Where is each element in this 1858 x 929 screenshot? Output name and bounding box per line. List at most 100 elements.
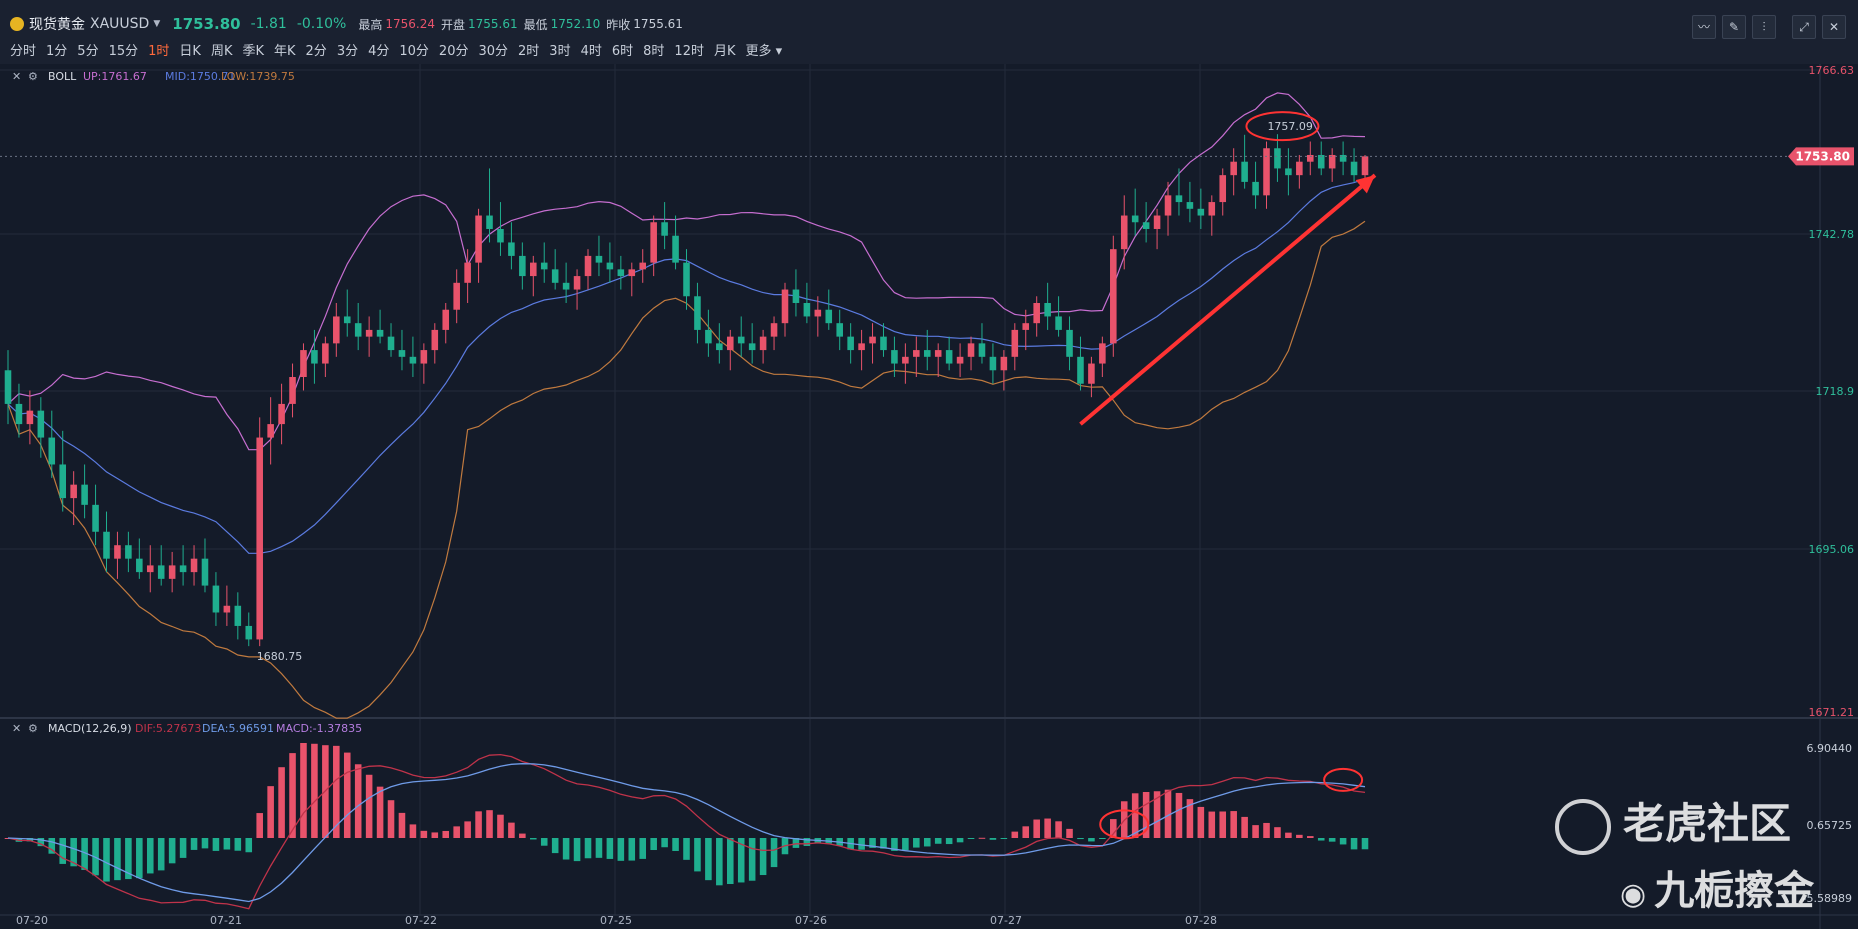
candle-14 <box>157 545 165 586</box>
candle-86 <box>945 336 953 371</box>
macd-bar-13 <box>146 838 154 874</box>
candle-body-17 <box>190 558 198 573</box>
candle-body-63 <box>694 296 701 330</box>
macd-bar-116 <box>1274 827 1281 838</box>
macd-bar-47 <box>519 833 526 838</box>
macd-bar-60 <box>661 838 668 848</box>
indicator-line-icon[interactable]: 〰 <box>1692 15 1716 39</box>
draw-pen-icon[interactable]: ✎ <box>1722 15 1746 39</box>
macd-bar-24 <box>267 786 274 838</box>
candle-body-96 <box>1055 316 1062 330</box>
candle-6 <box>70 471 77 526</box>
period-5[interactable]: 日K <box>179 44 201 59</box>
candle-103 <box>1131 188 1139 236</box>
candle-body-114 <box>1252 181 1259 196</box>
caret-down-icon[interactable]: ▼ <box>153 19 161 29</box>
macd-bar-58 <box>639 838 647 859</box>
macd-value: MACD:-1.37835 <box>276 722 362 735</box>
period-19[interactable]: 8时 <box>643 44 665 59</box>
period-18[interactable]: 6时 <box>611 44 634 59</box>
candle-13 <box>146 545 154 593</box>
candle-body-73 <box>803 302 811 317</box>
macd-bar-118 <box>1296 834 1303 838</box>
candle-55 <box>606 242 614 283</box>
uptrend-arrow-shaft <box>1079 173 1377 426</box>
candle-body-85 <box>934 350 942 357</box>
candle-72 <box>792 269 800 317</box>
last-price: 1753.80 <box>172 15 241 33</box>
candle-body-21 <box>234 605 242 626</box>
candle-type-icon[interactable]: ⫶ <box>1752 15 1776 39</box>
settings-icon[interactable]: ⚙ <box>28 70 38 83</box>
period-20[interactable]: 12时 <box>674 44 704 59</box>
axes: 1766.63 1742.78 1718.9 1695.06 1671.21 6.9044… <box>16 64 1854 927</box>
period-22[interactable]: 更多 ▾ <box>745 44 783 59</box>
period-3[interactable]: 15分 <box>108 44 139 59</box>
date-label-0: 07-20 <box>16 914 48 927</box>
candle-body-62 <box>683 262 690 297</box>
period-7[interactable]: 季K <box>242 44 264 59</box>
macd-bar-89 <box>978 837 986 839</box>
candle-61 <box>672 215 679 270</box>
candle-94 <box>1033 296 1040 337</box>
period-6[interactable]: 周K <box>210 44 233 59</box>
period-9[interactable]: 2分 <box>305 44 327 59</box>
candle-96 <box>1055 296 1062 337</box>
period-17[interactable]: 4时 <box>580 44 602 59</box>
close-macd-icon[interactable]: ✕ <box>12 722 21 735</box>
candle-26 <box>289 363 296 418</box>
macd-axis-label-1: 0.65725 <box>1807 819 1853 832</box>
candle-body-120 <box>1317 154 1325 169</box>
period-13[interactable]: 20分 <box>438 44 469 59</box>
candle-91 <box>1000 350 1008 391</box>
symbol-name[interactable]: 现货黄金 <box>29 17 85 33</box>
candle-16 <box>179 545 187 586</box>
period-21[interactable]: 月K <box>713 44 736 59</box>
candle-body-66 <box>726 336 734 351</box>
candle-body-71 <box>781 289 789 324</box>
candle-body-0 <box>4 370 12 404</box>
macd-settings-icon[interactable]: ⚙ <box>28 722 38 735</box>
period-16[interactable]: 3时 <box>549 44 571 59</box>
macd-bar-28 <box>311 743 318 838</box>
candle-119 <box>1306 141 1314 176</box>
candle-body-34 <box>376 329 384 337</box>
candle-body-111 <box>1219 175 1227 203</box>
macd-bar-73 <box>803 838 811 846</box>
candle-23 <box>256 417 263 647</box>
period-1[interactable]: 1分 <box>46 44 68 59</box>
period-10[interactable]: 3分 <box>336 44 359 59</box>
macd-bar-120 <box>1317 838 1325 841</box>
symbol-code[interactable]: XAUUSD <box>90 16 150 32</box>
macd-bar-83 <box>913 838 920 848</box>
candle-body-97 <box>1066 329 1073 357</box>
macd-bar-44 <box>486 810 493 838</box>
close-icon[interactable]: ✕ <box>1822 15 1846 39</box>
period-15[interactable]: 2时 <box>518 44 540 59</box>
candle-34 <box>376 309 384 344</box>
macd-bar-25 <box>278 767 285 838</box>
macd-bar-114 <box>1252 825 1259 838</box>
macd-bar-49 <box>540 838 548 846</box>
macd-bar-124 <box>1361 838 1369 850</box>
candle-body-16 <box>179 565 187 573</box>
period-2[interactable]: 5分 <box>77 44 99 59</box>
candle-body-101 <box>1110 249 1117 344</box>
candle-body-44 <box>486 215 493 229</box>
candle-5 <box>59 430 67 512</box>
fullscreen-icon[interactable]: ⤢ <box>1792 15 1816 39</box>
macd-bar-109 <box>1197 806 1205 838</box>
period-12[interactable]: 10分 <box>399 44 429 59</box>
macd-bar-21 <box>234 838 242 851</box>
candle-body-53 <box>584 255 592 277</box>
macd-bar-67 <box>737 838 745 883</box>
period-0[interactable]: 分时 <box>10 44 37 59</box>
period-4[interactable]: 1时 <box>148 44 170 59</box>
period-8[interactable]: 年K <box>274 44 296 59</box>
period-11[interactable]: 4分 <box>368 44 390 59</box>
macd-axis-label-2: -5.58989 <box>1803 892 1852 905</box>
close-indicator-icon[interactable]: ✕ <box>12 70 21 83</box>
period-14[interactable]: 30分 <box>478 44 509 59</box>
prev-close-label: 昨收 <box>606 17 631 32</box>
